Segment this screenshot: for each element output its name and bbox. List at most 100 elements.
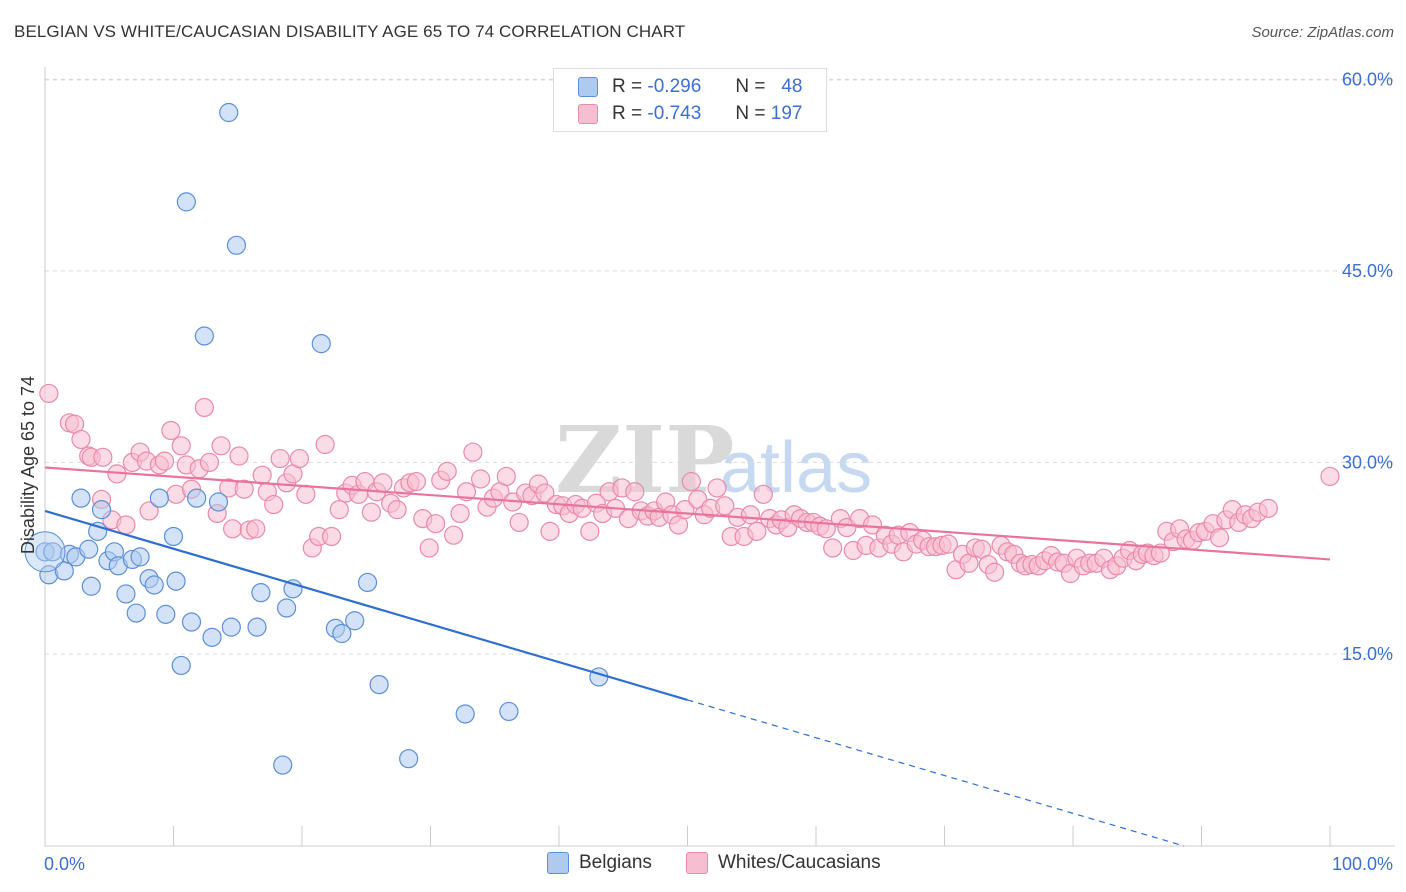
whites-trend-line [44, 466, 1331, 561]
watermark-atlas: atlas [720, 428, 872, 508]
whites-legend-swatch [686, 852, 708, 874]
white-point [296, 484, 316, 504]
white-point [426, 514, 446, 534]
legend-n-label: N = [735, 76, 766, 97]
legend-r-label: R = [612, 76, 643, 97]
legend-r-value: -0.743 [647, 103, 702, 124]
white-point [1320, 466, 1340, 487]
x-tick-label: 100.0% [1332, 854, 1393, 874]
belgian-point [369, 674, 389, 695]
belgian-point [247, 617, 267, 637]
belgian-point [399, 749, 419, 769]
source-label: Source: ZipAtlas.com [1251, 24, 1394, 41]
white-point [747, 521, 767, 541]
white-point [264, 494, 284, 515]
white-point [450, 503, 470, 524]
belgian-point [332, 623, 352, 644]
white-point [753, 484, 773, 504]
belgian-point [181, 612, 202, 632]
belgian-point [345, 611, 365, 631]
white-point [199, 452, 220, 472]
white-point [270, 448, 290, 469]
legend-r-value: -0.296 [647, 76, 702, 97]
chart-title: BELGIAN VS WHITE/CAUCASIAN DISABILITY AG… [14, 22, 686, 41]
belgian-point [226, 235, 247, 255]
legend-n-label: N = [735, 103, 766, 124]
white-point [1258, 498, 1278, 518]
y-tick-label: 45.0% [1342, 261, 1393, 281]
axes [44, 67, 1395, 847]
belgian-point-large [24, 531, 66, 573]
legend-item-whites[interactable]: Whites/Caucasians [686, 852, 881, 874]
white-point [234, 479, 254, 499]
white-point [289, 448, 310, 469]
belgian-point [219, 102, 239, 123]
y-tick-label: 60.0% [1342, 69, 1393, 89]
white-point [707, 478, 727, 498]
white-point [229, 446, 249, 466]
legend-label-belgians: Belgians [579, 852, 652, 873]
belgian-point [455, 704, 475, 724]
belgian-point [81, 576, 101, 596]
y-tick-label: 30.0% [1342, 452, 1393, 472]
belgian-point [251, 583, 271, 603]
white-point [862, 515, 883, 535]
white-point [246, 519, 266, 539]
white-point [419, 538, 439, 558]
white-point [540, 521, 560, 541]
belgian-point [156, 604, 176, 624]
correlation-legend: R = -0.296 N = 48 R = -0.743 N = 197 [553, 68, 827, 132]
white-point [194, 397, 214, 418]
trend-lines [44, 466, 1331, 847]
white-point [171, 436, 191, 456]
legend-item-belgians[interactable]: Belgians [547, 852, 652, 874]
belgians-trend-extension [687, 699, 1185, 847]
belgians-legend-swatch [547, 852, 569, 874]
belgian-point [357, 572, 378, 593]
white-point [985, 562, 1005, 582]
white-point [437, 461, 457, 481]
white-point [823, 538, 843, 558]
white-point [471, 469, 491, 489]
white-point [373, 473, 393, 493]
white-point [740, 505, 761, 525]
belgian-point [221, 617, 241, 637]
white-point [252, 465, 272, 485]
belgian-point [194, 326, 214, 346]
belgian-point [276, 598, 297, 618]
y-tick-label: 15.0% [1342, 644, 1393, 664]
white-point [211, 436, 231, 456]
legend-row-whites: R = -0.743 N = 197 [578, 102, 802, 126]
x-tick-label: 0.0% [44, 854, 85, 874]
white-point [580, 521, 600, 541]
legend-n-value: 48 [781, 76, 803, 97]
belgians-swatch [578, 77, 598, 97]
belgian-point [71, 488, 91, 508]
belgian-point [202, 627, 222, 647]
belgian-point [126, 603, 146, 623]
white-point [39, 383, 59, 404]
belgian-point [91, 500, 112, 520]
legend-r-label: R = [612, 103, 643, 124]
series-legend: Belgians Whites/Caucasians [0, 852, 1406, 878]
legend-row-belgians: R = -0.296 N = 48 [578, 75, 802, 99]
axis-labels: 15.0% 30.0% 45.0% 60.0% 0.0% 100.0% Disability… [18, 69, 1393, 874]
white-point [535, 483, 555, 503]
white-point [329, 500, 349, 520]
white-point [444, 525, 464, 545]
belgian-point [273, 755, 293, 775]
whites-swatch [578, 104, 598, 124]
white-point [715, 496, 735, 516]
white-point [938, 534, 958, 554]
white-point [71, 429, 91, 450]
white-point [463, 442, 483, 462]
white-point [509, 512, 529, 533]
white-point [223, 519, 243, 539]
legend-label-whites: Whites/Caucasians [718, 852, 881, 873]
belgian-point [499, 701, 519, 722]
belgian-point [176, 192, 196, 212]
belgian-point [589, 667, 609, 687]
belgian-point [163, 526, 184, 547]
belgian-point [130, 547, 150, 567]
